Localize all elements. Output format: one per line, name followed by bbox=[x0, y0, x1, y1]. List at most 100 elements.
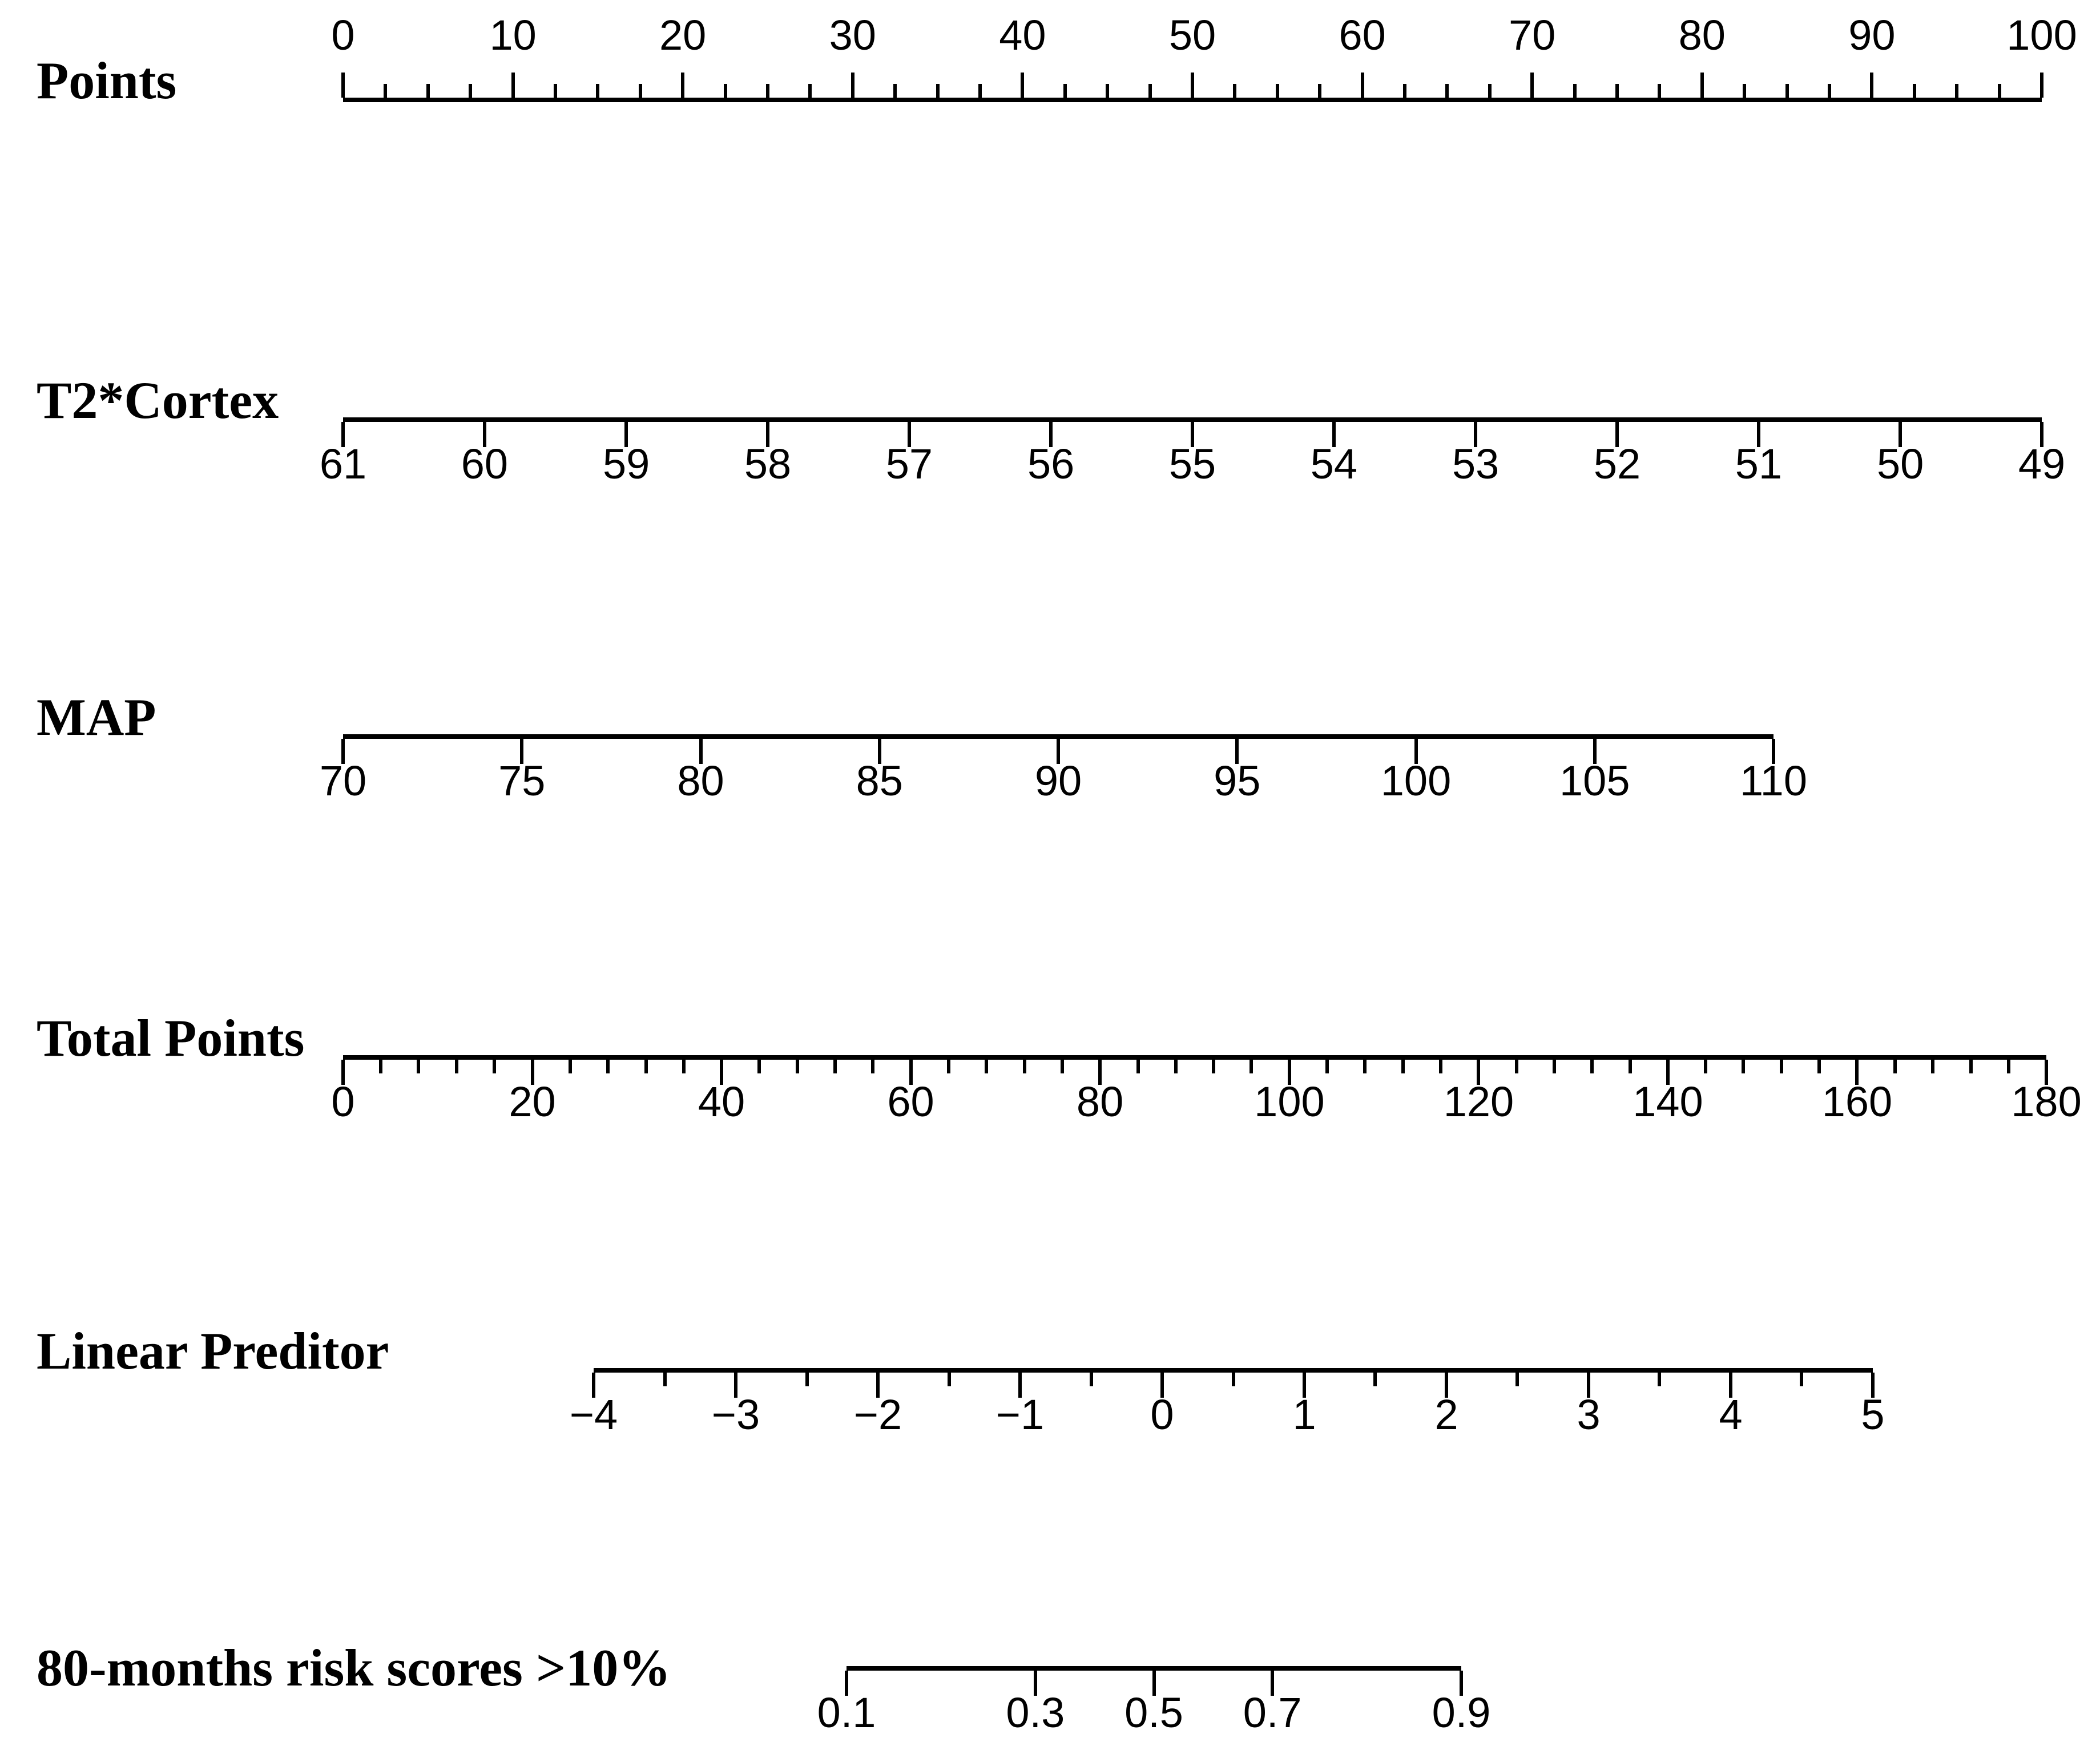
tick bbox=[493, 1060, 497, 1073]
tick-label: 70 bbox=[1509, 11, 1556, 59]
tick bbox=[1401, 1060, 1405, 1073]
tick-label: 0.5 bbox=[1124, 1689, 1183, 1736]
tick bbox=[833, 1060, 837, 1073]
tick bbox=[733, 1373, 737, 1398]
tick bbox=[1231, 1373, 1235, 1386]
tick bbox=[1997, 84, 2001, 98]
tick bbox=[845, 1671, 848, 1696]
tick bbox=[907, 422, 911, 447]
tick bbox=[871, 1060, 875, 1073]
tick bbox=[606, 1060, 610, 1073]
tick bbox=[1233, 84, 1237, 98]
tick-label: 70 bbox=[319, 757, 367, 804]
tick-label: 120 bbox=[1443, 1078, 1514, 1125]
tick-label: −3 bbox=[711, 1391, 760, 1438]
tick bbox=[596, 84, 600, 98]
tick bbox=[808, 84, 812, 98]
tick bbox=[805, 1373, 809, 1386]
tick-label: 3 bbox=[1577, 1391, 1601, 1438]
tick bbox=[379, 1060, 383, 1073]
tick bbox=[1955, 84, 1959, 98]
tick bbox=[2045, 1060, 2048, 1085]
axis-label-map: MAP bbox=[37, 688, 156, 746]
tick bbox=[1514, 1060, 1518, 1073]
tick bbox=[568, 1060, 572, 1073]
tick bbox=[1729, 1373, 1733, 1398]
axis-line-total-points bbox=[343, 1055, 2046, 1060]
tick-label: 140 bbox=[1633, 1078, 1703, 1125]
tick-label: 1 bbox=[1292, 1391, 1316, 1438]
tick-label: 54 bbox=[1310, 440, 1358, 488]
tick bbox=[1912, 84, 1916, 98]
tick bbox=[1022, 1060, 1026, 1073]
tick bbox=[766, 422, 769, 447]
tick bbox=[638, 84, 642, 98]
tick bbox=[1477, 1060, 1481, 1085]
tick-label: 80 bbox=[677, 757, 724, 804]
tick bbox=[1628, 1060, 1632, 1073]
tick bbox=[592, 1373, 595, 1398]
tick bbox=[1800, 1373, 1804, 1386]
tick bbox=[1828, 84, 1831, 98]
tick bbox=[1855, 1060, 1859, 1085]
axis-label-linear-preditor: Linear Preditor bbox=[37, 1322, 389, 1380]
tick bbox=[1615, 84, 1619, 98]
tick-label: 80 bbox=[1076, 1078, 1124, 1125]
tick-label: 110 bbox=[1740, 757, 1807, 804]
tick bbox=[1445, 1373, 1449, 1398]
tick bbox=[1275, 84, 1279, 98]
tick-label: 100 bbox=[2006, 11, 2077, 59]
tick-label: 50 bbox=[1168, 11, 1216, 59]
tick-label: 95 bbox=[1214, 757, 1261, 804]
tick bbox=[1021, 73, 1025, 98]
tick-label: 49 bbox=[2018, 440, 2066, 488]
tick bbox=[1969, 1060, 1973, 1073]
tick bbox=[1098, 1060, 1102, 1085]
tick bbox=[1152, 1671, 1156, 1696]
tick bbox=[720, 1060, 724, 1085]
axis-line-linear-preditor bbox=[594, 1368, 1873, 1373]
tick bbox=[1743, 84, 1747, 98]
tick bbox=[1474, 422, 1478, 447]
tick-label: 10 bbox=[489, 11, 537, 59]
tick bbox=[1779, 1060, 1783, 1073]
tick bbox=[341, 73, 345, 98]
tick bbox=[511, 73, 515, 98]
tick-label: 50 bbox=[1876, 440, 1924, 488]
axis-line-map bbox=[343, 734, 1773, 739]
tick-label: 30 bbox=[829, 11, 876, 59]
tick-label: −4 bbox=[569, 1391, 618, 1438]
tick bbox=[909, 1060, 913, 1085]
tick-label: 55 bbox=[1168, 440, 1216, 488]
tick-label: 90 bbox=[1034, 757, 1082, 804]
tick bbox=[851, 73, 854, 98]
tick-label: 75 bbox=[498, 757, 546, 804]
tick bbox=[795, 1060, 799, 1073]
axis-label-t2-cortex: T2*Cortex bbox=[37, 371, 279, 429]
tick bbox=[1332, 422, 1336, 447]
tick bbox=[2040, 73, 2043, 98]
tick bbox=[1174, 1060, 1178, 1073]
tick bbox=[936, 84, 940, 98]
tick-label: 100 bbox=[1254, 1078, 1325, 1125]
axis-label-risk-scores: 80-months risk scores >10% bbox=[37, 1639, 671, 1697]
tick bbox=[1785, 84, 1789, 98]
tick bbox=[1191, 73, 1194, 98]
tick bbox=[2006, 1060, 2010, 1073]
tick-label: 0.7 bbox=[1243, 1689, 1302, 1736]
tick-label: 20 bbox=[509, 1078, 556, 1125]
tick bbox=[978, 84, 982, 98]
tick bbox=[1590, 1060, 1594, 1073]
tick bbox=[1700, 73, 1704, 98]
tick bbox=[1438, 1060, 1442, 1073]
tick bbox=[1573, 84, 1577, 98]
tick-label: 80 bbox=[1678, 11, 1726, 59]
tick-label: 52 bbox=[1593, 440, 1641, 488]
tick bbox=[947, 1060, 951, 1073]
tick bbox=[1249, 1060, 1253, 1073]
tick-label: 58 bbox=[744, 440, 792, 488]
tick-label: 60 bbox=[887, 1078, 934, 1125]
tick bbox=[341, 739, 345, 764]
tick bbox=[1615, 422, 1619, 447]
tick-label: 40 bbox=[698, 1078, 745, 1125]
